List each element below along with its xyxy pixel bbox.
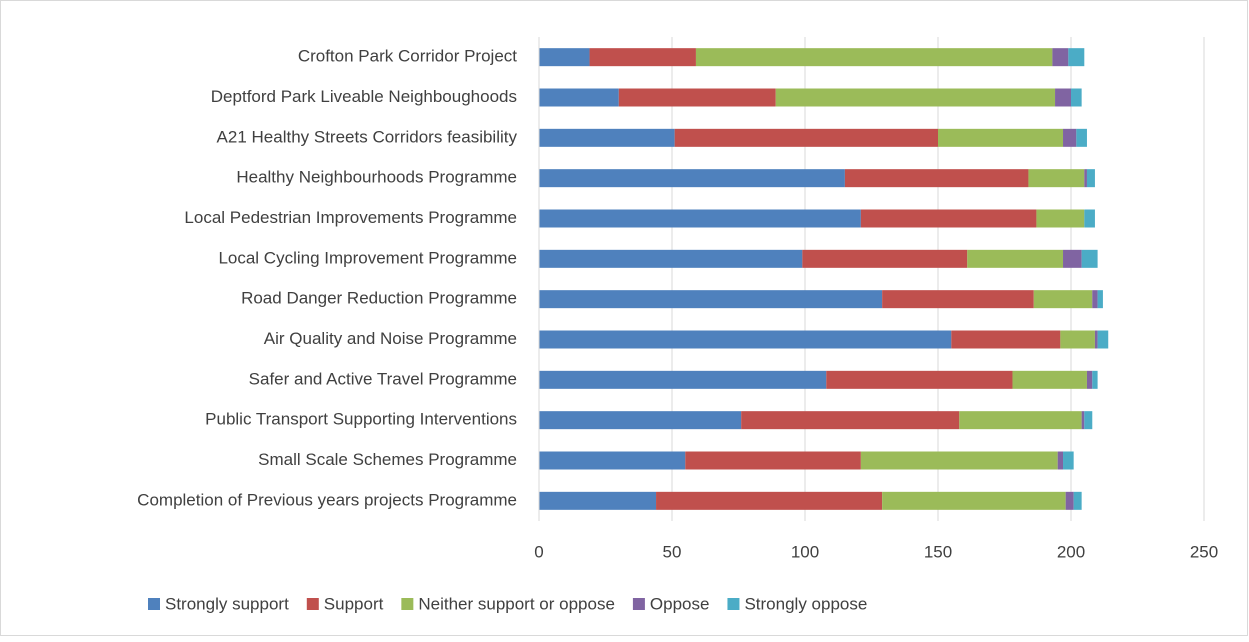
bar-segment (1086, 370, 1093, 389)
y-tick-label: Local Cycling Improvement Programme (218, 248, 517, 267)
bar-segment (1063, 249, 1082, 268)
bar-segment (1071, 88, 1082, 107)
legend-label: Support (324, 594, 384, 613)
bar-segment (1036, 209, 1085, 228)
bar-segment (775, 88, 1056, 107)
bar-segment (1060, 330, 1095, 349)
bar-segment (539, 209, 861, 228)
x-tick-label: 0 (534, 542, 543, 561)
bar-segment (656, 491, 883, 510)
bar-segment (826, 370, 1013, 389)
bar-segment (539, 88, 619, 107)
bar-segment (1073, 491, 1082, 510)
x-tick-label: 200 (1057, 542, 1085, 561)
bar-segment (802, 249, 968, 268)
bar-segment (539, 249, 803, 268)
bar-segment (1063, 451, 1074, 470)
bar-segment (539, 128, 675, 147)
bar-segment (1084, 209, 1095, 228)
legend-label: Strongly support (165, 594, 289, 613)
bar-segment (959, 411, 1082, 430)
bar-segment (882, 290, 1034, 309)
y-tick-label: Air Quality and Noise Programme (264, 329, 517, 348)
bar-segment (539, 370, 827, 389)
bar-segment (1081, 249, 1098, 268)
bar-segment (539, 491, 657, 510)
bar-segment (539, 169, 845, 188)
y-tick-label: A21 Healthy Streets Corridors feasibilit… (217, 127, 518, 146)
bar-segment (1081, 411, 1085, 430)
bar-segment (967, 249, 1064, 268)
legend-label: Oppose (650, 594, 710, 613)
bar-segment (1052, 48, 1069, 67)
y-tick-label: Public Transport Supporting Intervention… (205, 410, 517, 429)
legend-swatch (148, 598, 160, 610)
bar-segment (1084, 411, 1093, 430)
y-tick-label: Crofton Park Corridor Project (298, 47, 517, 66)
bar-segment (1065, 491, 1074, 510)
bar-segment (674, 128, 938, 147)
bar-segment (1063, 128, 1077, 147)
bar-segment (844, 169, 1029, 188)
x-tick-label: 250 (1190, 542, 1218, 561)
bar-segment (1076, 128, 1087, 147)
legend-swatch (727, 598, 740, 610)
bar-segment (685, 451, 861, 470)
y-tick-label: Safer and Active Travel Programme (249, 369, 517, 388)
bar-segment (539, 48, 590, 67)
x-tick-label: 100 (791, 542, 819, 561)
y-tick-label: Local Pedestrian Improvements Programme (184, 208, 517, 227)
bar-segment (1086, 169, 1095, 188)
bar-segment (618, 88, 776, 107)
bar-segment (1097, 290, 1103, 309)
y-tick-label: Deptford Park Liveable Neighboughoods (211, 87, 517, 106)
bar-segment (1084, 169, 1087, 188)
legend-swatch (632, 598, 645, 610)
legend-swatch (306, 598, 319, 610)
bar-segment (741, 411, 960, 430)
bar-segment (1094, 330, 1098, 349)
bar-segment (539, 451, 686, 470)
bar-segment (1055, 88, 1071, 107)
bar-segment (1097, 330, 1109, 349)
bar-segment (860, 451, 1058, 470)
bar-segment (539, 330, 952, 349)
y-tick-label: Small Scale Schemes Programme (258, 450, 517, 469)
bar-segment (1092, 370, 1098, 389)
y-tick-label: Road Danger Reduction Programme (241, 289, 517, 308)
bar-segment (1057, 451, 1064, 470)
bar-segment (1033, 290, 1093, 309)
bar-segment (589, 48, 696, 67)
legend-label: Neither support or oppose (418, 594, 615, 613)
x-tick-label: 50 (663, 542, 682, 561)
bar-segment (695, 48, 1053, 67)
legend-label: Strongly oppose (744, 594, 867, 613)
bar-segment (882, 491, 1066, 510)
bar-segment (1012, 370, 1087, 389)
legend-swatch (401, 598, 414, 610)
x-tick-label: 150 (924, 542, 952, 561)
bar-segment (539, 411, 742, 430)
bar-segment (1028, 169, 1085, 188)
bar-segment (951, 330, 1061, 349)
bar-segment (1068, 48, 1085, 67)
bar-segment (1092, 290, 1098, 309)
y-tick-label: Completion of Previous years projects Pr… (137, 490, 517, 509)
bar-segment (938, 128, 1064, 147)
bar-segment (860, 209, 1037, 228)
y-tick-label: Healthy Neighbourhoods Programme (236, 168, 517, 187)
bar-segment (539, 290, 883, 309)
